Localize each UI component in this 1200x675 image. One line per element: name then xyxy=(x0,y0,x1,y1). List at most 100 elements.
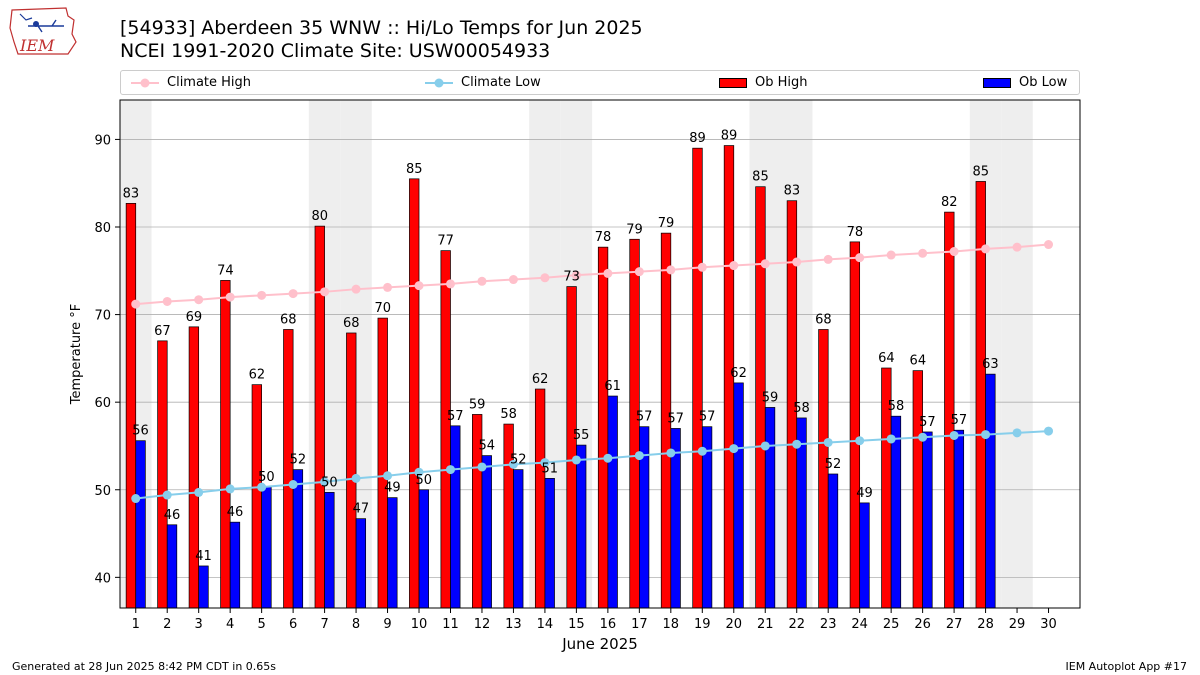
ob-low-value-label: 52 xyxy=(510,453,527,468)
x-tick-label: 23 xyxy=(820,617,837,632)
chart-title: [54933] Aberdeen 35 WNW :: Hi/Lo Temps f… xyxy=(120,17,643,39)
ob-low-value-label: 63 xyxy=(982,357,999,372)
ob-low-value-label: 49 xyxy=(384,481,401,496)
y-tick-label: 50 xyxy=(94,484,111,499)
ob-low-bar xyxy=(450,425,461,609)
ob-low-bar xyxy=(953,429,965,609)
ob-low-value-label: 58 xyxy=(888,399,905,414)
x-tick-label: 26 xyxy=(914,617,931,632)
ob-high-bar xyxy=(597,246,609,609)
ob-low-bar xyxy=(166,524,178,609)
ob-high-value-label: 69 xyxy=(186,310,203,325)
x-tick-label: 28 xyxy=(977,617,994,632)
y-tick-label: 40 xyxy=(94,571,111,586)
climate-high-point xyxy=(131,299,141,309)
legend-item-climate-low: Climate Low xyxy=(425,71,541,94)
ob-high-value-label: 80 xyxy=(312,209,329,224)
climate-high-point xyxy=(162,296,172,306)
climate-low-point xyxy=(918,432,928,442)
ob-low-value-label: 57 xyxy=(951,413,968,428)
ob-low-value-label: 62 xyxy=(730,366,747,381)
ob-low-value-label: 57 xyxy=(699,410,716,425)
x-tick-label: 16 xyxy=(600,617,617,632)
x-tick-label: 1 xyxy=(132,617,140,632)
legend-item-ob-low: Ob Low xyxy=(983,71,1067,94)
x-tick-label: 24 xyxy=(851,617,868,632)
climate-high-point xyxy=(603,268,613,278)
climate-low-point xyxy=(792,439,802,449)
climate-high-point xyxy=(225,292,235,302)
ob-low-value-label: 52 xyxy=(825,457,842,472)
ob-low-value-label: 55 xyxy=(573,428,590,443)
ob-high-bar xyxy=(944,211,955,609)
ob-low-bar xyxy=(513,469,524,609)
x-tick-label: 10 xyxy=(411,617,428,632)
ob-high-value-label: 77 xyxy=(437,234,454,249)
chart-subtitle: NCEI 1991-2020 Climate Site: USW00054933 xyxy=(120,40,551,62)
x-tick-label: 29 xyxy=(1009,617,1026,632)
climate-low-point xyxy=(320,477,330,487)
legend-bar-swatch-icon xyxy=(983,77,1011,88)
ob-high-value-label: 83 xyxy=(123,186,140,201)
climate-low-point xyxy=(886,434,896,444)
climate-high-point xyxy=(320,287,330,297)
ob-low-bar xyxy=(387,497,398,609)
ob-high-value-label: 85 xyxy=(973,164,990,179)
legend-item-ob-high: Ob High xyxy=(719,71,808,94)
ob-low-bar xyxy=(985,373,996,609)
ob-high-bar xyxy=(534,388,546,609)
ob-low-value-label: 46 xyxy=(227,505,244,520)
ob-high-value-label: 58 xyxy=(500,407,517,422)
climate-high-point xyxy=(194,295,204,305)
ob-high-value-label: 79 xyxy=(658,216,675,231)
ob-low-bar xyxy=(576,444,587,609)
ob-low-bar xyxy=(922,431,933,609)
ob-high-value-label: 83 xyxy=(784,184,801,199)
x-tick-label: 30 xyxy=(1040,617,1057,632)
ob-low-bar xyxy=(292,469,304,609)
climate-low-point xyxy=(225,484,235,494)
climate-low-point xyxy=(508,459,518,469)
ob-low-value-label: 54 xyxy=(478,439,495,454)
climate-low-point xyxy=(257,482,267,492)
x-tick-label: 11 xyxy=(442,617,459,632)
climate-low-point xyxy=(477,462,487,472)
ob-low-value-label: 57 xyxy=(636,410,653,425)
ob-high-value-label: 74 xyxy=(217,263,234,278)
climate-high-point xyxy=(445,279,455,289)
ob-low-bar xyxy=(261,486,272,609)
climate-low-point xyxy=(823,437,833,447)
ob-high-bar xyxy=(125,203,137,609)
ob-high-bar xyxy=(188,326,200,609)
x-tick-label: 19 xyxy=(694,617,711,632)
ob-high-value-label: 68 xyxy=(343,316,360,331)
ob-low-bar xyxy=(733,382,744,609)
climate-high-point xyxy=(949,247,959,257)
climate-low-point xyxy=(634,451,644,461)
climate-low-point xyxy=(697,446,707,456)
ob-low-value-label: 56 xyxy=(132,424,149,439)
climate-high-point xyxy=(477,276,487,286)
ob-high-bar xyxy=(346,332,357,609)
climate-low-point xyxy=(383,471,393,481)
x-tick-label: 22 xyxy=(788,617,805,632)
legend-label: Climate High xyxy=(167,75,252,90)
legend-label: Ob High xyxy=(755,75,808,90)
ob-high-bar xyxy=(314,225,325,609)
ob-low-bar xyxy=(324,492,335,609)
x-tick-label: 18 xyxy=(663,617,680,632)
ob-high-value-label: 68 xyxy=(815,312,832,327)
ob-high-value-label: 79 xyxy=(626,222,643,237)
ob-high-value-label: 67 xyxy=(154,324,171,339)
ob-low-value-label: 41 xyxy=(195,549,212,564)
legend-label: Ob Low xyxy=(1019,75,1068,90)
climate-high-point xyxy=(1012,242,1022,252)
iem-logo: IEM xyxy=(9,7,77,55)
ob-high-bar xyxy=(440,250,451,609)
legend-line-marker-icon xyxy=(425,78,453,87)
x-tick-label: 20 xyxy=(725,617,742,632)
climate-high-point xyxy=(414,281,424,291)
ob-low-bar xyxy=(859,502,870,609)
ob-high-bar xyxy=(566,286,577,609)
climate-low-point xyxy=(131,494,141,504)
